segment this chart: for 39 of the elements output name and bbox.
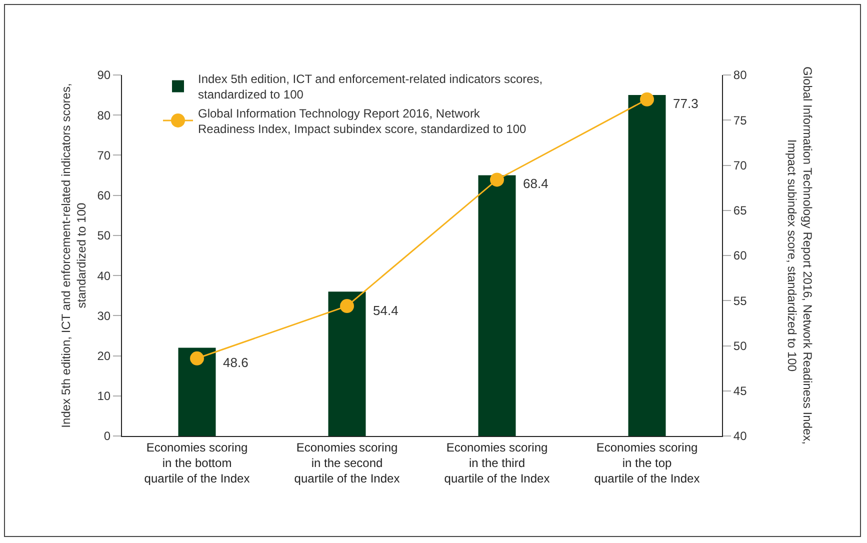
point — [190, 351, 204, 366]
x-tick-label: Economies scoring in the third quartile of the Index — [444, 440, 550, 486]
y-axis-title: Index 5th edition, ICT and enforcement-related indicators scores, standardized to 100 — [58, 83, 89, 428]
y-tick-label: 40 — [97, 268, 111, 283]
legend-label: Global Information Technology Report 2016, Network Readiness Index, Impact subindex score, standardized to 100 — [198, 106, 527, 136]
point — [490, 172, 504, 187]
data-label: 54.4 — [373, 303, 398, 318]
y2-tick-label: 60 — [733, 248, 748, 263]
point — [640, 92, 654, 106]
bar — [328, 292, 366, 436]
data-label: 68.4 — [523, 176, 548, 191]
legend-label: Index 5th edition, ICT and enforcement-related indicators scores, standardized to 100 — [198, 72, 543, 102]
y2-tick-label: 50 — [733, 338, 748, 353]
bar — [178, 348, 216, 436]
y2-tick-label: 65 — [733, 204, 748, 218]
data-label: 48.6 — [223, 355, 248, 370]
y-tick-label: 30 — [97, 308, 111, 323]
y-tick-label: 0 — [104, 429, 111, 444]
x-tick-label: Economies scoring in the bottom quartile of the Index — [144, 440, 250, 486]
y-tick-label: 80 — [97, 108, 111, 122]
bar — [628, 95, 666, 436]
y-tick-label: 10 — [97, 389, 111, 404]
y2-tick-label: 70 — [733, 158, 748, 172]
point — [340, 299, 354, 314]
bar — [478, 175, 516, 436]
y-tick-label: 50 — [97, 228, 111, 243]
x-tick-label: Economies scoring in the top quartile of the Index — [594, 440, 700, 486]
x-tick-label: Economies scoring in the second quartile of the Index — [294, 440, 400, 486]
data-label: 77.3 — [673, 96, 698, 111]
y2-tick-label: 75 — [733, 113, 748, 128]
y-tick-label: 60 — [97, 188, 111, 203]
y2-tick-label: 45 — [733, 384, 748, 398]
y-tick-label: 90 — [97, 68, 111, 82]
y-tick-label: 70 — [97, 148, 111, 162]
y-tick-label: 20 — [97, 348, 111, 363]
y2-tick-label: 40 — [733, 429, 748, 444]
y2-axis-title: Global Information Technology Report 2016, Network Readiness Index, Impact subindex score, standardized to 100 — [784, 66, 814, 444]
y2-tick-label: 80 — [733, 68, 748, 82]
y2-tick-label: 55 — [733, 294, 748, 308]
